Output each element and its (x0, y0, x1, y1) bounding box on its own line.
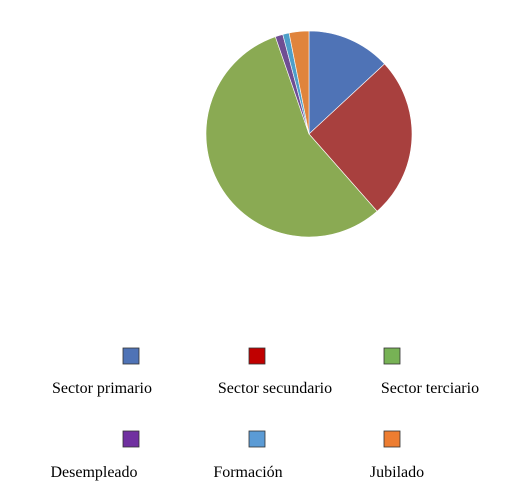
pie-slice-sector-primario (308, 30, 385, 135)
legend-label-sector-primario: Sector primario (52, 380, 152, 397)
legend-swatch-sector-primario (122, 347, 140, 365)
legend-swatch-sector-terciario (383, 347, 401, 365)
legend-label-sector-terciario: Sector terciario (381, 380, 479, 397)
legend-label-formacion: Formación (213, 464, 282, 481)
legend-label-jubilado: Jubilado (370, 464, 424, 481)
legend-swatch-jubilado (383, 430, 401, 448)
legend: Sector primario Sector secundario Sector… (50, 347, 479, 481)
legend-swatch-desempleado (122, 430, 140, 448)
pie-slice-jubilado (288, 30, 310, 135)
pie-slices (205, 30, 413, 238)
legend-label-sector-secundario: Sector secundario (218, 380, 332, 397)
pie-slice-sector-terciario (205, 36, 378, 238)
pie-slice-sector-secundario (308, 63, 413, 212)
legend-swatch-formacion (248, 430, 266, 448)
legend-label-desempleado: Desempleado (50, 464, 137, 481)
legend-swatch-sector-secundario (248, 347, 266, 365)
